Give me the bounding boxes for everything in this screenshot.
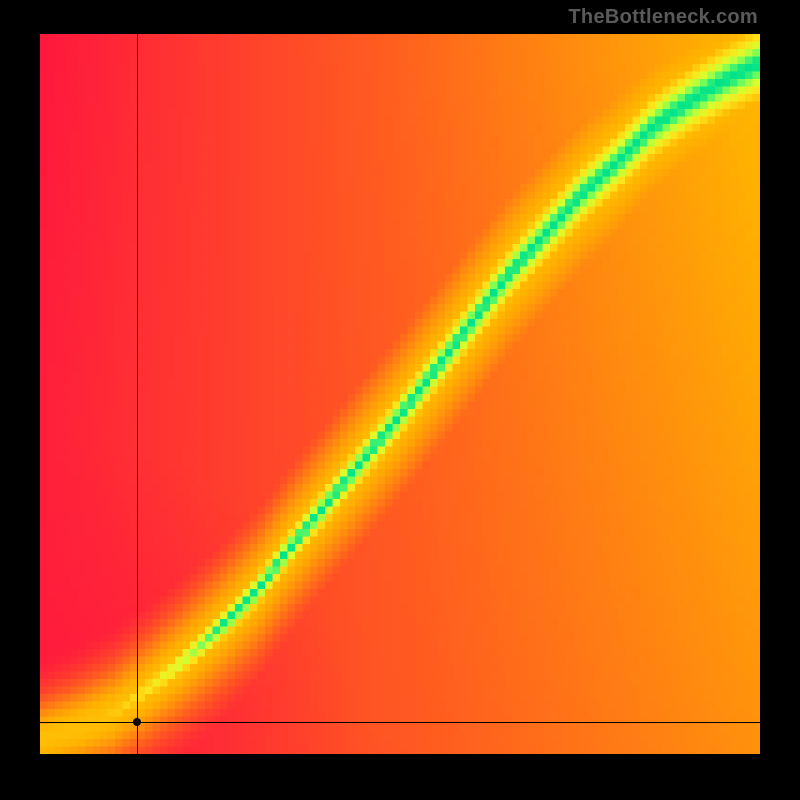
watermark-text: TheBottleneck.com (568, 6, 758, 29)
crosshair-marker (133, 718, 141, 726)
crosshair-horizontal (40, 722, 760, 723)
crosshair-vertical (137, 34, 138, 754)
heatmap-plot (40, 34, 760, 754)
heatmap-canvas (40, 34, 760, 754)
